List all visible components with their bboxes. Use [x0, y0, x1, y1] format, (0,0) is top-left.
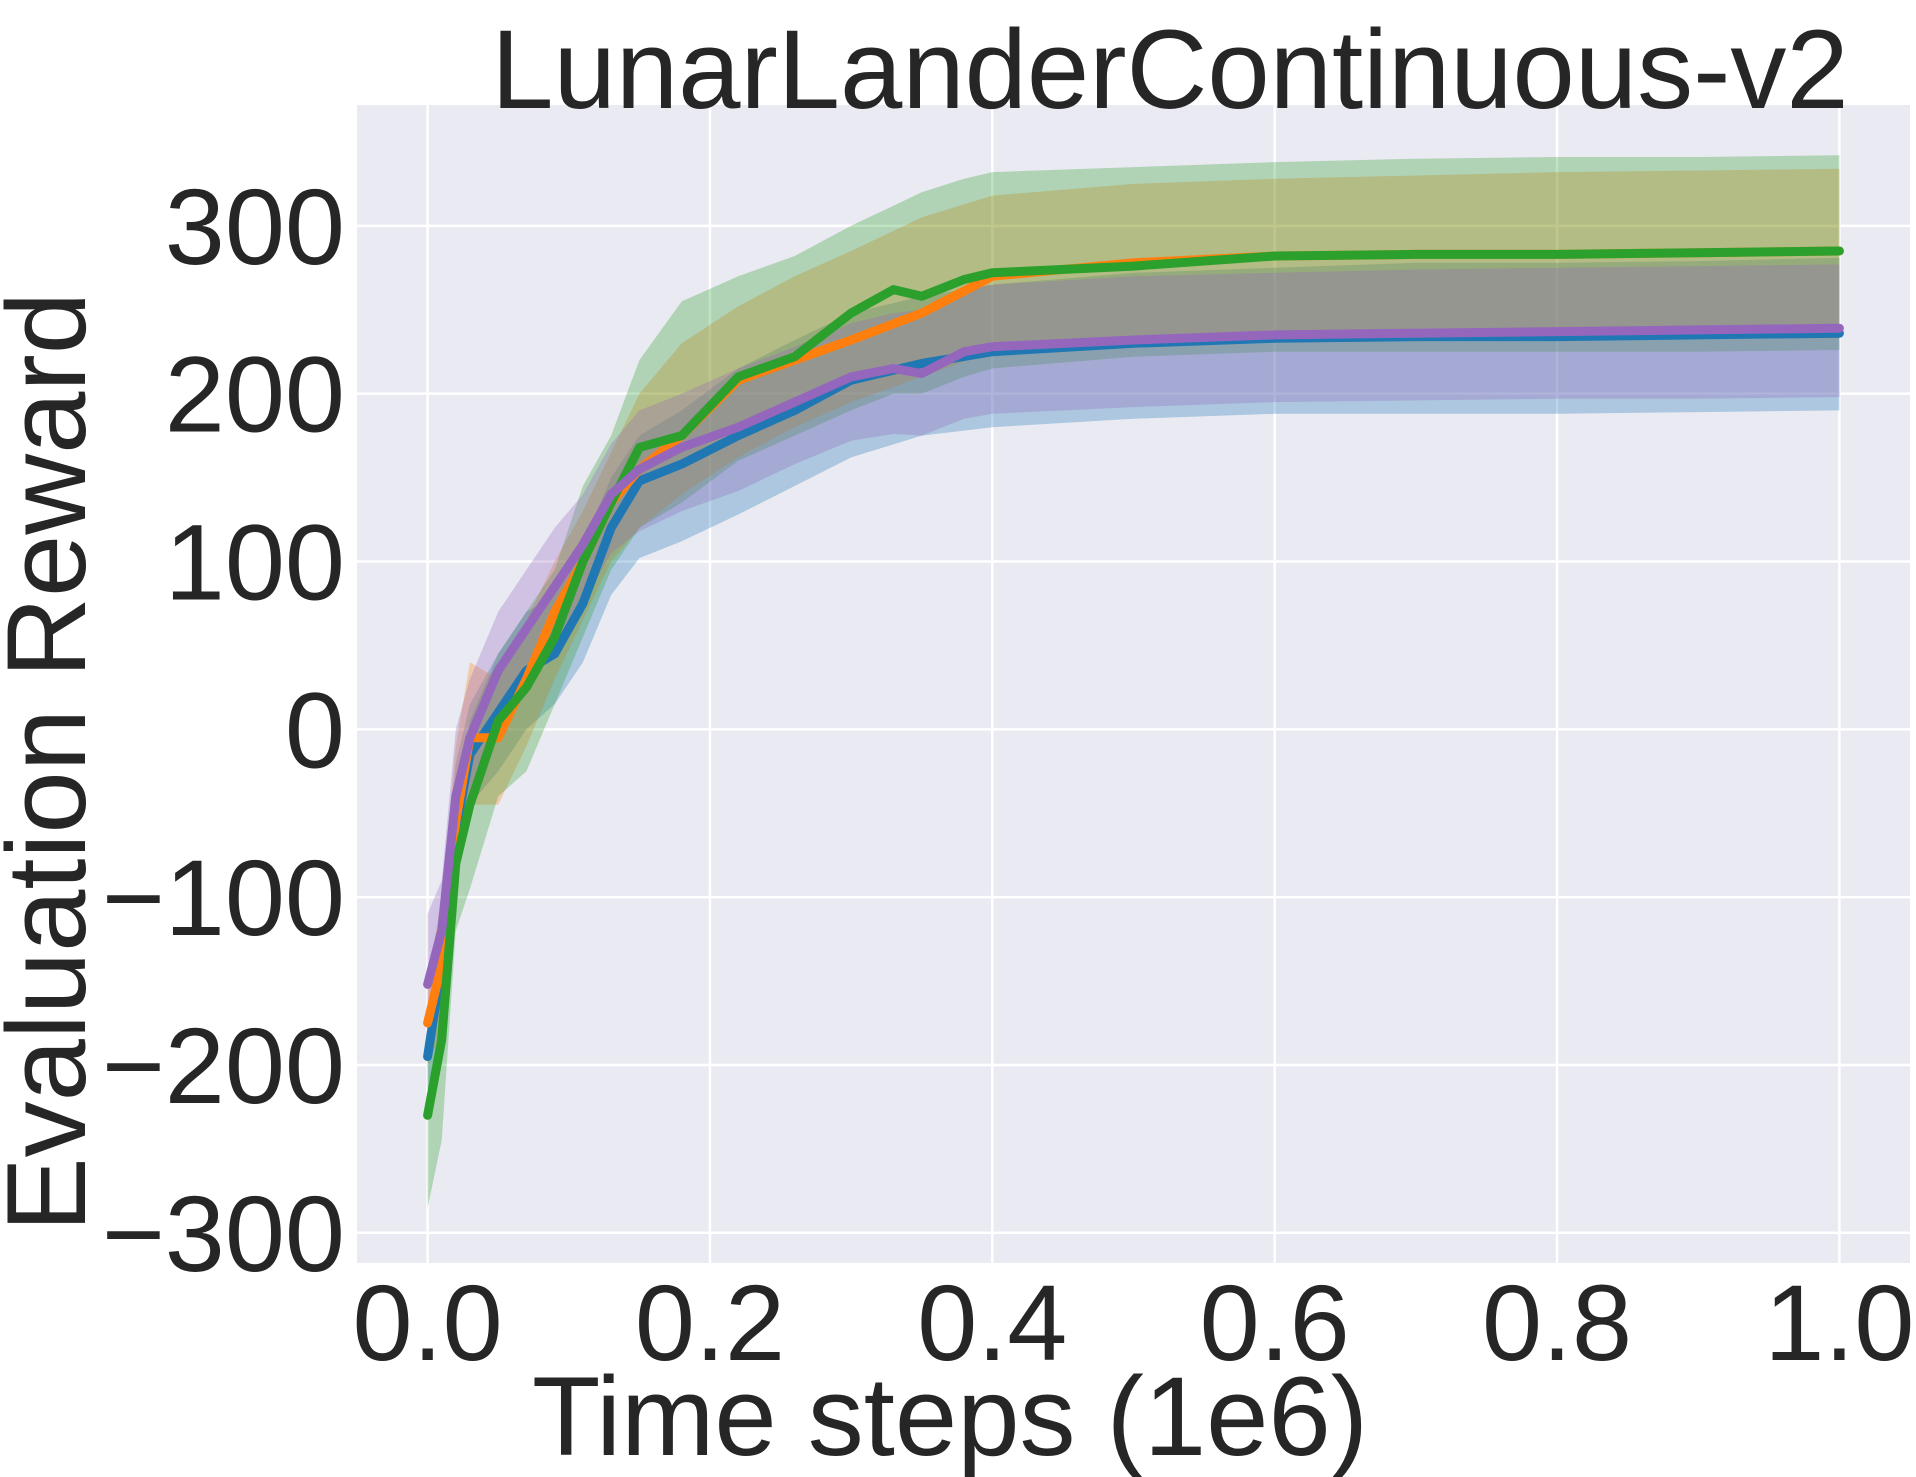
- x-tick-label: 0.2: [635, 1262, 785, 1383]
- x-axis-label: Time steps (1e6): [532, 1354, 1368, 1477]
- series-lines: [423, 246, 1844, 1120]
- y-tick-label: −200: [102, 1005, 345, 1126]
- chart-title: LunarLanderContinuous-v2: [491, 7, 1848, 132]
- x-tick-label: 0.0: [353, 1262, 503, 1383]
- series-line-2: [423, 246, 1844, 1120]
- confidence-band-1: [427, 168, 1840, 1066]
- y-tick-label: 100: [165, 501, 345, 622]
- grid: [357, 105, 1910, 1263]
- x-tick-label: 0.4: [917, 1262, 1067, 1383]
- y-tick-label: −100: [102, 837, 345, 958]
- y-tick-label: 300: [165, 166, 345, 287]
- series-line-3: [423, 323, 1844, 989]
- y-tick-label: −300: [102, 1173, 345, 1294]
- y-tick-labels: −300 −200 −100 0 100 200 300: [102, 166, 345, 1294]
- confidence-band-3: [427, 264, 1840, 1015]
- y-tick-label: 200: [165, 334, 345, 455]
- x-tick-labels: 0.0 0.2 0.4 0.6 0.8 1.0: [353, 1262, 1915, 1383]
- confidence-band-0: [427, 257, 1840, 1091]
- plot-background: [357, 105, 1910, 1263]
- x-tick-label: 1.0: [1764, 1262, 1914, 1383]
- x-tick-label: 0.6: [1200, 1262, 1350, 1383]
- y-tick-label: 0: [285, 669, 345, 790]
- y-axis-label: Evaluation Reward: [0, 292, 109, 1232]
- x-tick-label: 0.8: [1482, 1262, 1632, 1383]
